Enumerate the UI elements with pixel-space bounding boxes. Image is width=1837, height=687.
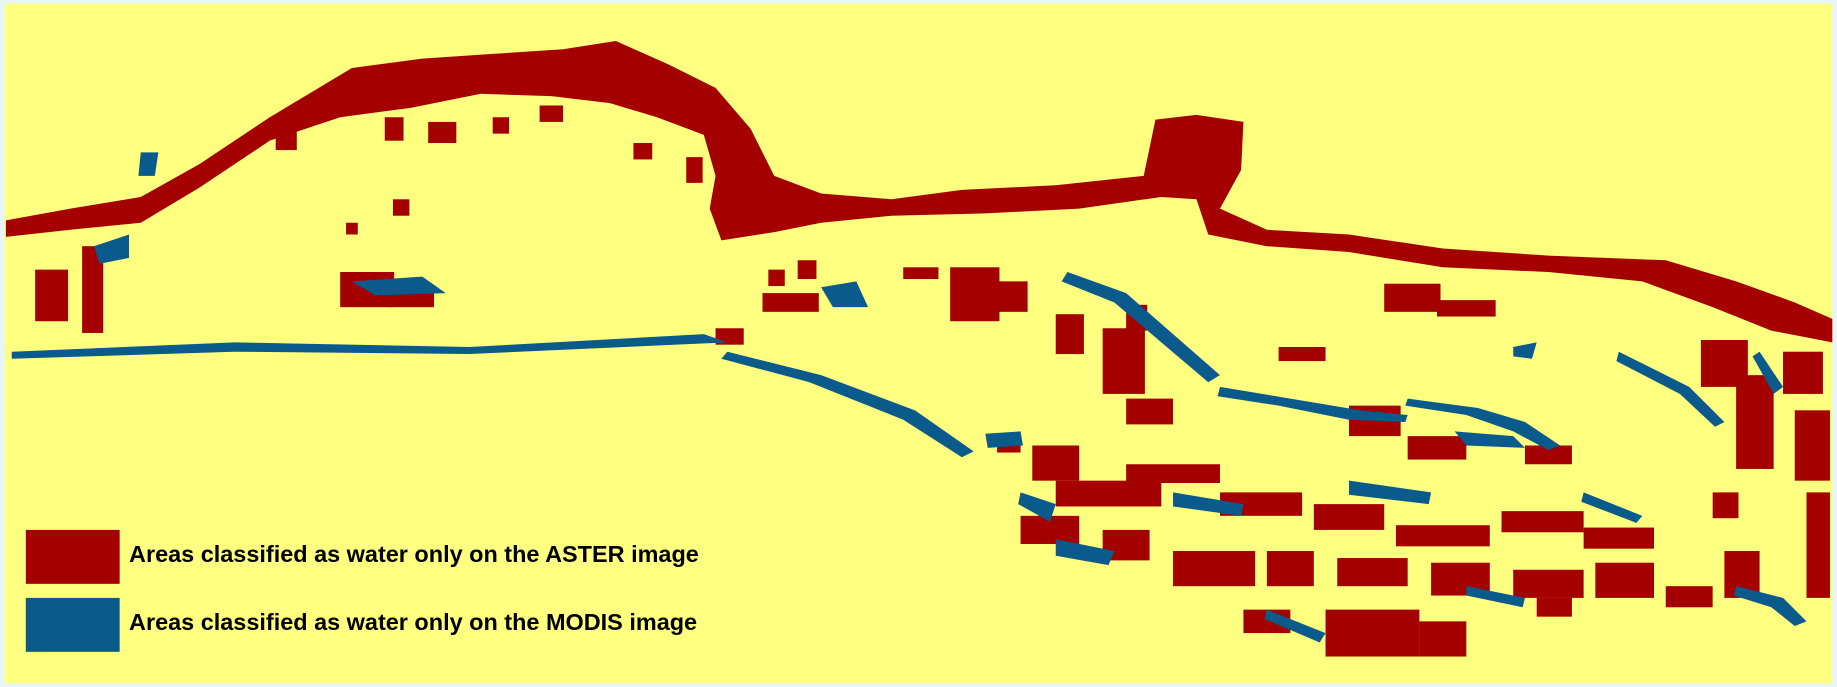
legend-label: Areas classified as water only on the MO… bbox=[129, 609, 697, 635]
legend-swatch bbox=[26, 598, 120, 652]
legend-swatch bbox=[26, 530, 120, 584]
legend-label: Areas classified as water only on the AS… bbox=[129, 541, 699, 567]
map: Areas classified as water only on the AS… bbox=[0, 0, 1837, 687]
